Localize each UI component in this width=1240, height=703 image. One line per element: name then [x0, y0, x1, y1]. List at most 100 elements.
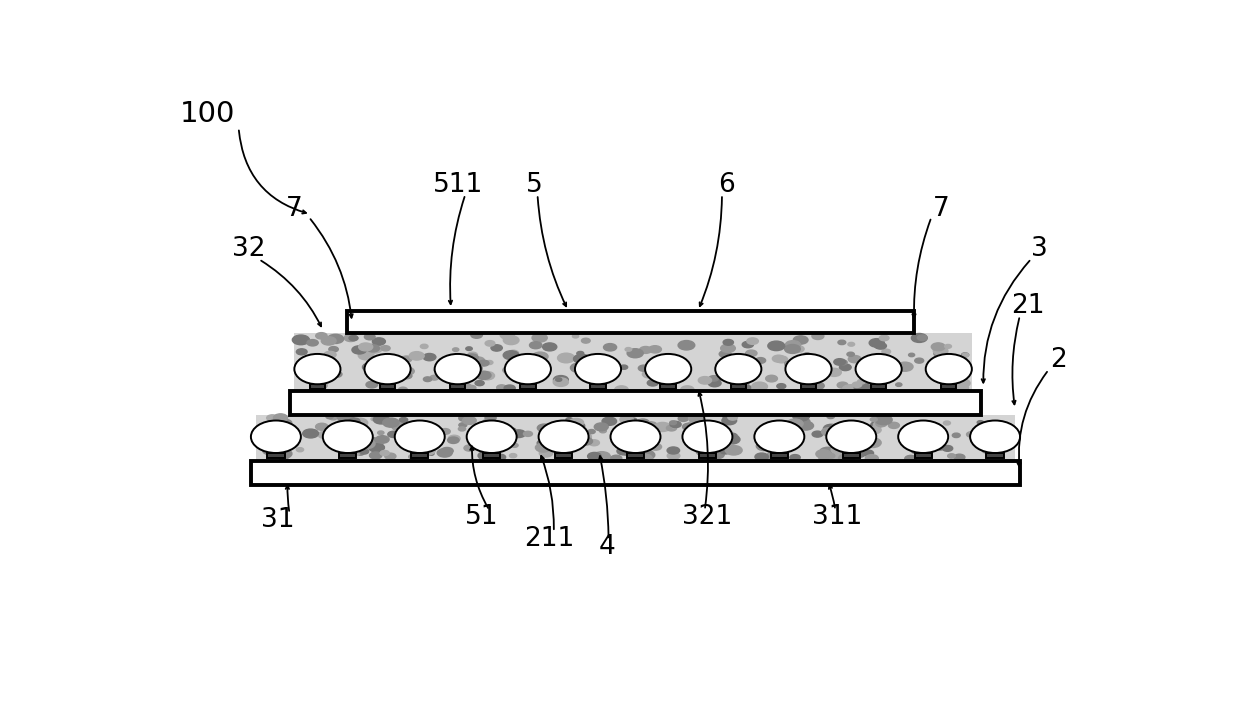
Circle shape	[637, 451, 655, 460]
Circle shape	[909, 353, 915, 356]
Bar	[627, 453, 644, 458]
Ellipse shape	[322, 420, 373, 453]
Ellipse shape	[466, 420, 517, 453]
Bar	[771, 453, 787, 458]
Circle shape	[274, 414, 288, 422]
Circle shape	[267, 415, 278, 421]
Circle shape	[453, 348, 459, 352]
Circle shape	[588, 430, 595, 434]
Ellipse shape	[898, 420, 949, 453]
Circle shape	[539, 449, 553, 457]
Circle shape	[934, 347, 947, 355]
Circle shape	[766, 451, 782, 460]
Circle shape	[875, 415, 892, 425]
Circle shape	[358, 351, 374, 360]
Circle shape	[811, 382, 825, 389]
Circle shape	[458, 363, 472, 371]
Circle shape	[947, 453, 955, 458]
Circle shape	[570, 422, 585, 430]
Circle shape	[459, 415, 470, 421]
Circle shape	[900, 437, 910, 442]
Circle shape	[466, 354, 479, 361]
Text: 321: 321	[682, 505, 733, 530]
Circle shape	[365, 334, 374, 340]
Circle shape	[441, 448, 453, 454]
Bar	[340, 453, 356, 458]
Circle shape	[707, 453, 714, 458]
Circle shape	[356, 441, 371, 449]
Circle shape	[469, 366, 480, 372]
Circle shape	[794, 336, 808, 344]
Circle shape	[838, 360, 847, 365]
Circle shape	[869, 339, 884, 347]
Circle shape	[401, 363, 408, 368]
Circle shape	[639, 432, 655, 441]
Circle shape	[279, 441, 294, 449]
Circle shape	[639, 365, 650, 371]
Circle shape	[873, 356, 882, 361]
Text: 7: 7	[286, 196, 303, 222]
Ellipse shape	[926, 354, 972, 385]
Circle shape	[293, 335, 310, 344]
Circle shape	[316, 423, 329, 430]
Circle shape	[954, 454, 965, 460]
Circle shape	[725, 446, 742, 455]
Circle shape	[864, 438, 882, 448]
Circle shape	[641, 422, 658, 431]
Circle shape	[420, 344, 428, 349]
Circle shape	[485, 415, 496, 421]
Circle shape	[625, 347, 631, 352]
Bar	[290, 392, 982, 415]
Circle shape	[511, 444, 518, 447]
Circle shape	[500, 331, 515, 339]
Circle shape	[491, 344, 502, 351]
Circle shape	[355, 432, 370, 439]
Circle shape	[588, 453, 601, 460]
Circle shape	[799, 421, 813, 430]
Circle shape	[827, 368, 841, 376]
Circle shape	[851, 449, 866, 458]
Circle shape	[487, 446, 494, 450]
Circle shape	[756, 441, 773, 451]
Circle shape	[417, 446, 427, 451]
Circle shape	[409, 352, 424, 360]
Circle shape	[502, 367, 515, 373]
Text: 2: 2	[1050, 347, 1066, 373]
Circle shape	[458, 363, 467, 369]
Circle shape	[479, 360, 489, 366]
Circle shape	[464, 445, 475, 451]
Circle shape	[475, 444, 485, 449]
Circle shape	[497, 385, 507, 390]
Text: 511: 511	[433, 172, 482, 198]
Circle shape	[630, 418, 636, 422]
Circle shape	[657, 363, 670, 369]
Circle shape	[321, 337, 336, 345]
Circle shape	[466, 385, 476, 390]
Circle shape	[825, 449, 833, 453]
Circle shape	[875, 343, 887, 349]
Circle shape	[569, 418, 584, 427]
Circle shape	[345, 447, 361, 456]
Circle shape	[383, 418, 399, 427]
Circle shape	[475, 380, 484, 386]
Circle shape	[326, 415, 334, 419]
Circle shape	[875, 420, 887, 427]
Circle shape	[839, 364, 851, 370]
Circle shape	[820, 447, 836, 456]
Circle shape	[409, 425, 419, 430]
Circle shape	[327, 335, 343, 344]
Circle shape	[372, 338, 386, 345]
Circle shape	[379, 374, 393, 382]
Circle shape	[366, 344, 382, 353]
Circle shape	[667, 447, 680, 454]
Circle shape	[577, 361, 583, 366]
Circle shape	[398, 387, 407, 392]
Circle shape	[688, 414, 704, 423]
Circle shape	[649, 364, 660, 370]
Circle shape	[329, 347, 339, 352]
Ellipse shape	[505, 354, 551, 385]
Circle shape	[346, 435, 352, 439]
Circle shape	[622, 449, 635, 456]
Circle shape	[918, 428, 930, 435]
Bar	[556, 453, 572, 458]
